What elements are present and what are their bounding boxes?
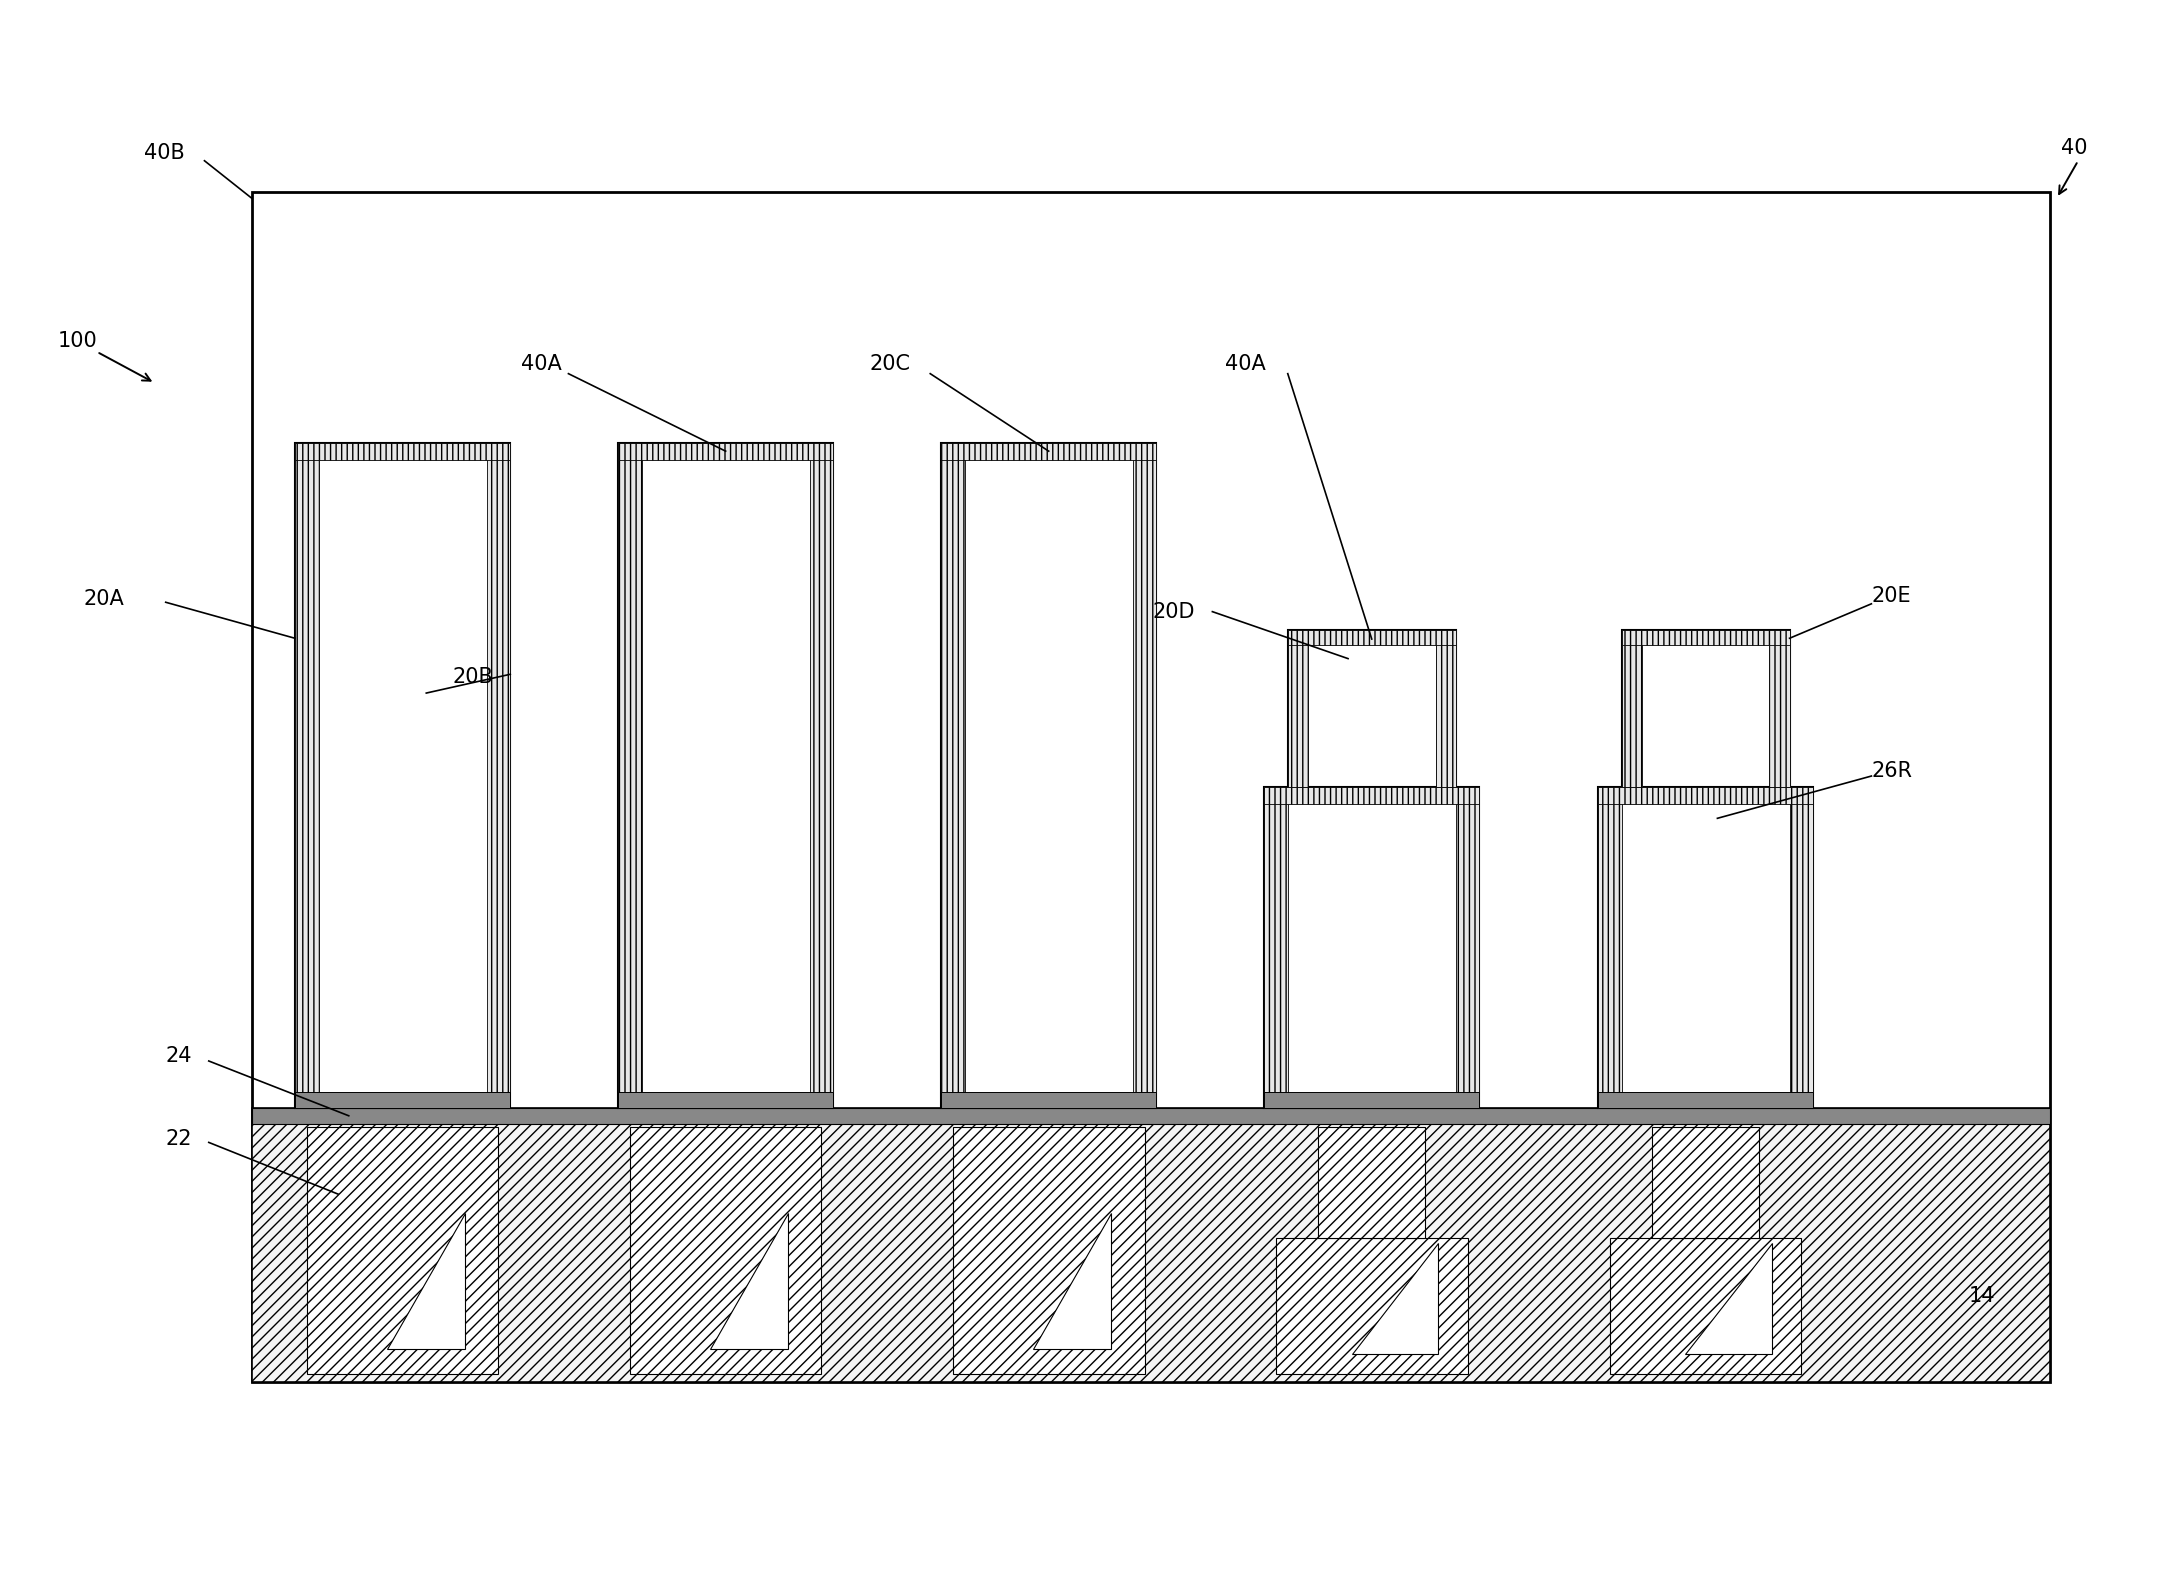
Bar <box>1598 787 1814 804</box>
Bar <box>1265 787 1479 1108</box>
Bar <box>1289 631 1455 645</box>
Bar <box>953 1127 1144 1374</box>
Bar <box>618 442 832 1108</box>
Text: 20A: 20A <box>84 589 125 609</box>
Text: 100: 100 <box>58 331 97 351</box>
Bar <box>1652 1127 1760 1239</box>
Bar <box>940 442 1157 1108</box>
Bar <box>1598 787 1814 1108</box>
Text: 20D: 20D <box>1152 601 1196 622</box>
Bar <box>1289 631 1308 787</box>
Text: 40A: 40A <box>521 354 562 375</box>
Polygon shape <box>387 1214 465 1349</box>
Bar <box>809 442 832 1108</box>
Bar <box>294 442 318 1108</box>
Polygon shape <box>1033 1214 1111 1349</box>
Bar <box>486 442 510 1108</box>
Bar <box>1133 442 1157 1108</box>
Text: 24: 24 <box>166 1047 192 1066</box>
Bar <box>1622 631 1790 787</box>
Text: 40A: 40A <box>1226 354 1267 375</box>
Bar <box>1769 631 1790 787</box>
Bar <box>940 442 1157 460</box>
Bar <box>1598 787 1622 1108</box>
Text: 40: 40 <box>2060 139 2088 159</box>
Bar <box>251 1108 2050 1382</box>
Bar <box>940 1092 1157 1108</box>
Bar <box>1622 631 1790 645</box>
Bar <box>1790 787 1814 1108</box>
Bar <box>618 442 642 1108</box>
Text: 22: 22 <box>166 1129 192 1149</box>
Text: 26R: 26R <box>1872 762 1913 781</box>
Bar <box>1622 631 1641 787</box>
Bar <box>618 1092 832 1108</box>
Bar <box>251 1108 2050 1124</box>
Text: 20B: 20B <box>452 667 493 688</box>
Text: 40B: 40B <box>145 143 186 162</box>
Bar <box>1598 1092 1814 1108</box>
Text: 20C: 20C <box>869 354 910 375</box>
Bar <box>1265 1092 1479 1108</box>
Polygon shape <box>1686 1243 1771 1354</box>
Bar <box>251 192 2050 1382</box>
Bar <box>294 442 510 460</box>
Bar <box>1611 1239 1801 1374</box>
Bar <box>1276 1239 1468 1374</box>
Bar <box>1265 787 1479 804</box>
Bar <box>940 442 964 1108</box>
Bar <box>294 1092 510 1108</box>
Text: 14: 14 <box>1967 1286 1996 1306</box>
Polygon shape <box>711 1214 787 1349</box>
Bar <box>1319 1127 1425 1239</box>
Polygon shape <box>1351 1243 1438 1354</box>
Text: 20E: 20E <box>1872 586 1911 606</box>
Bar <box>1265 787 1289 1108</box>
Bar <box>307 1127 499 1374</box>
Bar <box>1289 631 1455 787</box>
Bar <box>1436 631 1455 787</box>
Bar <box>294 442 510 1108</box>
Bar <box>618 442 832 460</box>
Bar <box>629 1127 822 1374</box>
Bar <box>1455 787 1479 1108</box>
